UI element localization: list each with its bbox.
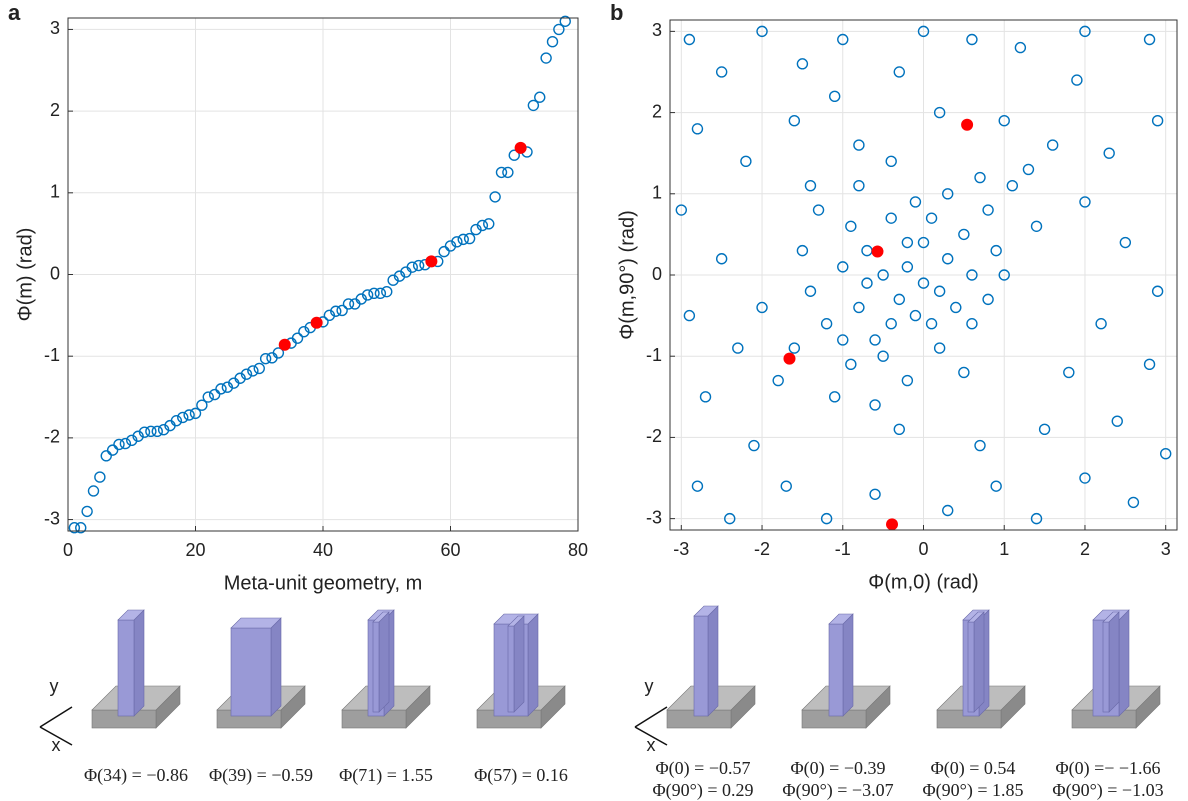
axis-arrow — [40, 707, 72, 727]
x-tick-label: 60 — [440, 540, 460, 560]
y-tick-label: 3 — [50, 18, 60, 38]
x-tick-label: -1 — [835, 539, 851, 559]
block-front — [968, 622, 974, 712]
x-tick-label: 0 — [918, 539, 928, 559]
block-side — [514, 616, 524, 712]
data-point — [961, 119, 973, 131]
data-point — [871, 245, 883, 257]
axis-arrow — [635, 707, 667, 727]
x-tick-label: 0 — [63, 540, 73, 560]
axis-letter: y — [645, 676, 654, 696]
caption: Φ(90°) = 0.29 — [653, 780, 754, 801]
block-front — [829, 624, 843, 716]
y-tick-label: -3 — [44, 508, 60, 528]
y-tick-label: 3 — [652, 20, 662, 40]
y-axis-label: Φ(m,90°) (rad) — [616, 210, 638, 340]
block-front — [231, 628, 271, 716]
block-side — [528, 614, 538, 716]
y-tick-label: -2 — [646, 426, 662, 446]
caption: Φ(90°) = −3.07 — [782, 780, 893, 801]
block-front — [373, 622, 379, 712]
axis-letter: y — [50, 676, 59, 696]
block-side — [1109, 612, 1119, 712]
axis-letter: x — [647, 735, 656, 755]
caption: Φ(34) = −0.86 — [84, 765, 188, 786]
caption: Φ(0) =− −1.66 — [1055, 758, 1160, 779]
block-side — [379, 612, 389, 712]
block-side — [708, 606, 718, 716]
y-tick-label: 1 — [50, 182, 60, 202]
caption: Φ(57) = 0.16 — [474, 765, 568, 786]
y-axis-label: Φ(m) (rad) — [14, 228, 36, 322]
data-point — [515, 142, 527, 154]
data-point — [279, 339, 291, 351]
data-point — [311, 317, 323, 329]
caption: Φ(0) = −0.57 — [656, 758, 751, 779]
block-front — [1103, 622, 1109, 712]
caption: Φ(0) = 0.54 — [931, 758, 1016, 779]
x-tick-label: 3 — [1161, 539, 1171, 559]
data-point — [886, 518, 898, 530]
x-tick-label: 2 — [1080, 539, 1090, 559]
block-side — [271, 618, 281, 716]
x-axis-label: Meta-unit geometry, m — [224, 572, 423, 594]
caption: Φ(39) = −0.59 — [209, 765, 313, 786]
x-tick-label: 40 — [313, 540, 333, 560]
block-side — [974, 612, 984, 712]
y-tick-label: -2 — [44, 427, 60, 447]
block-side — [843, 614, 853, 716]
caption: Φ(71) = 1.55 — [339, 765, 433, 786]
y-tick-label: 0 — [652, 264, 662, 284]
caption: Φ(90°) = 1.85 — [923, 780, 1024, 801]
block-front — [508, 626, 514, 712]
data-point — [783, 353, 795, 365]
panel-label: b — [610, 0, 623, 25]
y-tick-label: -1 — [44, 345, 60, 365]
x-tick-label: 1 — [999, 539, 1009, 559]
figure: 020406080-3-2-10123Meta-unit geometry, m… — [0, 0, 1188, 801]
block-front — [694, 616, 708, 716]
block-side — [134, 610, 144, 716]
y-tick-label: 1 — [652, 183, 662, 203]
data-point — [425, 255, 437, 267]
y-tick-label: 2 — [652, 101, 662, 121]
caption: Φ(90°) = −1.03 — [1052, 780, 1163, 801]
x-tick-label: 20 — [185, 540, 205, 560]
axis-letter: x — [52, 735, 61, 755]
caption: Φ(0) = −0.39 — [791, 758, 886, 779]
y-tick-label: -3 — [646, 507, 662, 527]
x-tick-label: -2 — [754, 539, 770, 559]
block-side — [1119, 610, 1129, 716]
x-tick-label: -3 — [673, 539, 689, 559]
x-axis-label: Φ(m,0) (rad) — [868, 571, 978, 593]
panel-label: a — [8, 0, 21, 25]
block-front — [118, 620, 134, 716]
y-tick-label: 0 — [50, 263, 60, 283]
x-tick-label: 80 — [568, 540, 588, 560]
y-tick-label: 2 — [50, 100, 60, 120]
y-tick-label: -1 — [646, 345, 662, 365]
